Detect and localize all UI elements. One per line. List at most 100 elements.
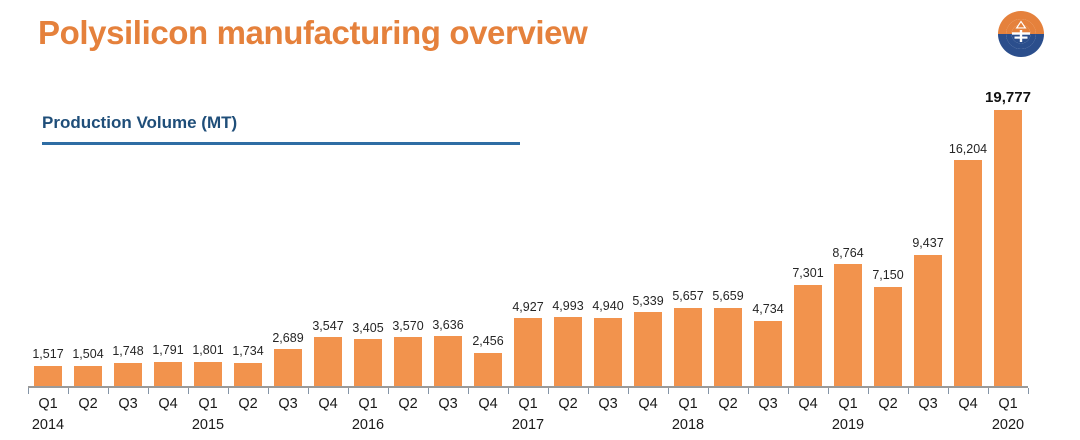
bar[interactable] xyxy=(994,110,1022,387)
category-label: Q2— xyxy=(868,394,908,440)
quarter-label: Q1 xyxy=(358,396,378,412)
tick-mark xyxy=(788,388,789,394)
quarter-label: Q3 xyxy=(438,396,458,412)
bar[interactable] xyxy=(234,362,262,387)
category-label: Q4— xyxy=(468,394,508,440)
year-label: 2020 xyxy=(991,417,1025,434)
year-label: 2016 xyxy=(351,417,385,434)
bar[interactable] xyxy=(154,361,182,387)
tick-mark xyxy=(548,388,549,394)
tick-mark xyxy=(68,388,69,394)
bar-value-label: 7,150 xyxy=(872,268,904,283)
bar-value-label: 5,339 xyxy=(632,293,664,308)
category-label: Q2— xyxy=(708,394,748,440)
bar-value-label: 1,504 xyxy=(72,347,104,362)
bar[interactable] xyxy=(874,286,902,387)
bar-slot[interactable]: 4,927 xyxy=(508,80,548,387)
quarter-label: Q1 xyxy=(198,396,218,412)
category-label: Q4— xyxy=(308,394,348,440)
category-label: Q4— xyxy=(948,394,988,440)
bar-value-label: 1,517 xyxy=(32,347,64,362)
quarter-label: Q2 xyxy=(78,396,98,412)
category-label: Q4— xyxy=(788,394,828,440)
year-label: 2015 xyxy=(191,417,225,434)
bar[interactable] xyxy=(914,254,942,387)
bar-slot[interactable]: 2,689 xyxy=(268,80,308,387)
bar-slot[interactable]: 1,517 xyxy=(28,80,68,387)
quarter-label: Q3 xyxy=(598,396,618,412)
bar-slot[interactable]: 1,734 xyxy=(228,80,268,387)
bar[interactable] xyxy=(274,349,302,387)
tick-mark xyxy=(468,388,469,394)
bar-slot[interactable]: 5,659 xyxy=(708,80,748,387)
bar[interactable] xyxy=(474,352,502,387)
quarter-label: Q1 xyxy=(838,396,858,412)
bar-slot[interactable]: 5,657 xyxy=(668,80,708,387)
bar[interactable] xyxy=(74,365,102,387)
bar-value-label: 1,734 xyxy=(232,344,264,359)
bar-slot[interactable]: 3,636 xyxy=(428,80,468,387)
bar-slot[interactable]: 3,547 xyxy=(308,80,348,387)
bar-value-label: 3,636 xyxy=(432,317,464,332)
tick-mark xyxy=(828,388,829,394)
bar-slot[interactable]: 1,748 xyxy=(108,80,148,387)
bar-value-label: 4,734 xyxy=(752,302,784,317)
bar-slot[interactable]: 3,570 xyxy=(388,80,428,387)
category-label: Q1 2020 xyxy=(988,394,1028,440)
bar-slot[interactable]: 19,777 xyxy=(985,80,1031,387)
bar-slot[interactable]: 8,764 xyxy=(828,80,868,387)
bar[interactable] xyxy=(114,362,142,387)
x-axis-tick-marks xyxy=(28,388,1029,394)
category-label: Q1 2017 xyxy=(508,394,548,440)
quarter-label: Q2 xyxy=(558,396,578,412)
category-label: Q4— xyxy=(628,394,668,440)
bar-value-label: 3,570 xyxy=(392,318,424,333)
x-axis-category-labels: Q12014Q2—Q3—Q4—Q12015Q2—Q3—Q4—Q12016Q2—Q… xyxy=(28,394,1028,440)
bar-value-label: 19,777 xyxy=(985,89,1031,106)
bar-slot[interactable]: 5,339 xyxy=(628,80,668,387)
bar-slot[interactable]: 9,437 xyxy=(908,80,948,387)
bar-slot[interactable]: 4,940 xyxy=(588,80,628,387)
bar-slot[interactable]: 7,301 xyxy=(788,80,828,387)
bar[interactable] xyxy=(514,318,542,387)
bar-slot[interactable]: 1,791 xyxy=(148,80,188,387)
bar[interactable] xyxy=(634,312,662,387)
bar[interactable] xyxy=(394,337,422,387)
category-label: Q3— xyxy=(748,394,788,440)
quarter-label: Q2 xyxy=(238,396,258,412)
bar-value-label: 9,437 xyxy=(912,236,944,251)
bar-slot[interactable]: 3,405 xyxy=(348,80,388,387)
bar-slot[interactable]: 1,504 xyxy=(68,80,108,387)
bar[interactable] xyxy=(434,336,462,387)
bar[interactable] xyxy=(354,339,382,387)
bar-slot[interactable]: 16,204 xyxy=(948,80,988,387)
bar-value-label: 3,405 xyxy=(352,320,384,335)
bar[interactable] xyxy=(794,284,822,387)
bar[interactable] xyxy=(714,307,742,387)
bar[interactable] xyxy=(834,264,862,387)
bar-slot[interactable]: 4,993 xyxy=(548,80,588,387)
bar[interactable] xyxy=(314,337,342,387)
quarter-label: Q4 xyxy=(158,396,178,412)
bar-value-label: 3,547 xyxy=(312,318,344,333)
quarter-label: Q4 xyxy=(798,396,818,412)
bar[interactable] xyxy=(34,365,62,387)
tick-mark xyxy=(948,388,949,394)
quarter-label: Q1 xyxy=(678,396,698,412)
bar[interactable] xyxy=(954,160,982,387)
bar[interactable] xyxy=(194,361,222,387)
category-label: Q1 2015 xyxy=(188,394,228,440)
bar[interactable] xyxy=(554,317,582,387)
bar-slot[interactable]: 4,734 xyxy=(748,80,788,387)
bar[interactable] xyxy=(594,317,622,387)
bar-slot[interactable]: 7,150 xyxy=(868,80,908,387)
bar-value-label: 7,301 xyxy=(792,266,824,281)
bar[interactable] xyxy=(674,307,702,387)
category-label: Q1 2019 xyxy=(828,394,868,440)
bar-slot[interactable]: 1,801 xyxy=(188,80,228,387)
bar-value-label: 5,659 xyxy=(712,289,744,304)
tick-mark xyxy=(428,388,429,394)
bar[interactable] xyxy=(754,320,782,387)
bar-value-label: 16,204 xyxy=(948,141,988,156)
bar-slot[interactable]: 2,456 xyxy=(468,80,508,387)
